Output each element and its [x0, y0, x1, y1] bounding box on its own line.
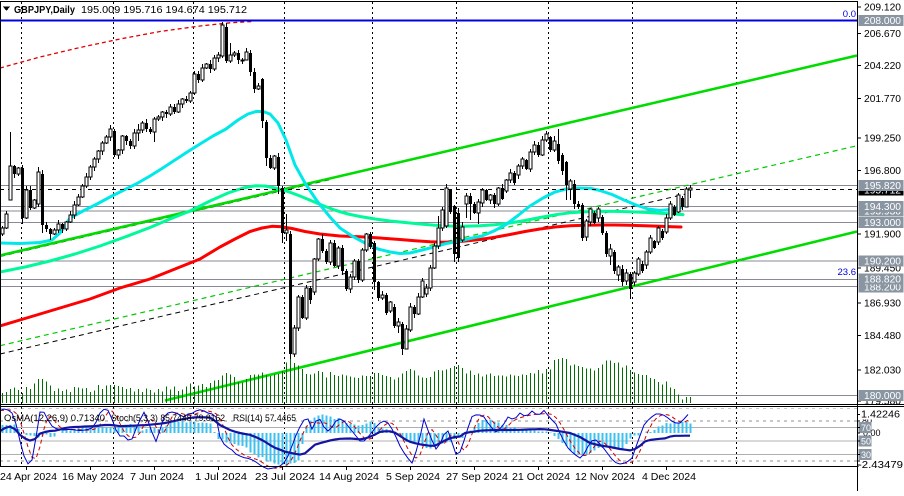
svg-text:184.480: 184.480 [864, 331, 901, 342]
svg-text:GBPJPY,Daily: GBPJPY,Daily [14, 5, 75, 16]
svg-text:24 Apr 2024: 24 Apr 2024 [0, 472, 57, 483]
svg-text:204.220: 204.220 [864, 61, 901, 72]
svg-text:5 Sep 2024: 5 Sep 2024 [386, 472, 440, 483]
svg-text:70: 70 [861, 423, 871, 433]
svg-text:14 Aug 2024: 14 Aug 2024 [319, 472, 379, 483]
svg-text:Stoch(5,3,3) 85.7448 79.8162: Stoch(5,3,3) 85.7448 79.8162 [111, 413, 225, 423]
svg-text:193.000: 193.000 [864, 218, 901, 229]
svg-text:209.120: 209.120 [864, 3, 901, 14]
svg-text:194.300: 194.300 [864, 202, 901, 213]
svg-text:-2.43479: -2.43479 [858, 460, 903, 471]
svg-text:180.000: 180.000 [864, 391, 901, 402]
svg-text:206.670: 206.670 [864, 29, 901, 40]
svg-text:0.0: 0.0 [843, 9, 856, 20]
svg-text:16 May 2024: 16 May 2024 [62, 472, 124, 483]
svg-text:201.770: 201.770 [864, 94, 901, 105]
svg-text:OsMA(12,26,9) 0.71340: OsMA(12,26,9) 0.71340 [4, 413, 105, 423]
svg-text:186.930: 186.930 [864, 299, 901, 310]
svg-text:191.900: 191.900 [864, 230, 901, 241]
svg-text:RSI(14) 57.4465: RSI(14) 57.4465 [233, 413, 296, 423]
svg-text:7 Jun 2024: 7 Jun 2024 [130, 472, 184, 483]
svg-text:199.250: 199.250 [864, 134, 901, 145]
svg-text:27 Sep 2024: 27 Sep 2024 [446, 472, 508, 483]
svg-text:1.42246: 1.42246 [861, 410, 900, 421]
svg-text:188.820: 188.820 [864, 274, 901, 285]
svg-text:21 Oct 2024: 21 Oct 2024 [512, 472, 570, 483]
svg-text:190.200: 190.200 [864, 257, 901, 268]
svg-text:195.820: 195.820 [864, 181, 901, 192]
svg-text:12 Nov 2024: 12 Nov 2024 [575, 472, 635, 483]
svg-text:50: 50 [861, 437, 871, 447]
svg-text:208.000: 208.000 [864, 16, 901, 27]
svg-text:23.6: 23.6 [838, 267, 857, 278]
svg-text:30: 30 [861, 450, 871, 460]
svg-text:196.800: 196.800 [864, 166, 901, 177]
svg-text:1 Jul 2024: 1 Jul 2024 [195, 472, 247, 483]
svg-text:182.030: 182.030 [864, 366, 901, 377]
svg-text:23 Jul 2024: 23 Jul 2024 [255, 472, 315, 483]
svg-text:4 Dec 2024: 4 Dec 2024 [642, 472, 696, 483]
svg-text:195.009 195.716 194.674 195.71: 195.009 195.716 194.674 195.712 [81, 5, 247, 16]
